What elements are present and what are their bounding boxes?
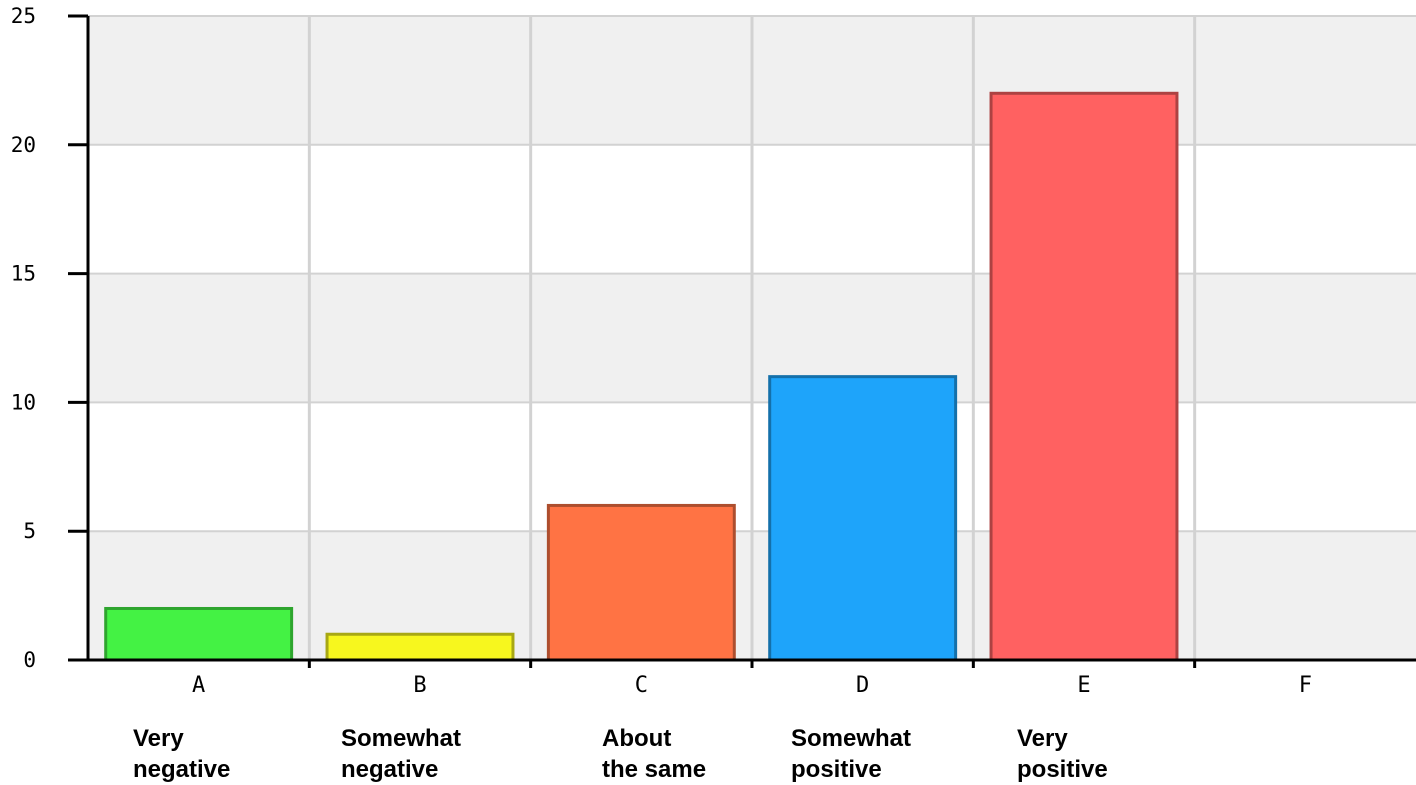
category-description-a: Very negative [133, 723, 230, 785]
category-description-line: Somewhat [791, 725, 912, 752]
category-description-line: Very [1017, 725, 1068, 752]
x-tick-label-e: E [1077, 673, 1090, 698]
y-tick-label: 0 [23, 648, 36, 672]
bar-e [989, 91, 1179, 662]
category-description-c: About the same [602, 723, 706, 785]
bar-b [325, 632, 515, 662]
x-tick-labels: A B C D E F [192, 673, 1312, 698]
y-tick-label: 20 [11, 133, 36, 157]
y-tick-label: 5 [23, 519, 36, 543]
y-tick-labels: 0 5 10 15 20 25 [11, 4, 36, 672]
category-description-line: About [602, 725, 672, 752]
bar-a [104, 606, 294, 662]
x-tick-label-a: A [192, 673, 205, 698]
axes [68, 14, 1416, 668]
x-tick-label-c: C [635, 673, 648, 698]
category-description-line: negative [133, 756, 231, 783]
x-tick-label-b: B [413, 673, 426, 698]
category-description-d: Somewhat positive [791, 723, 911, 785]
category-description-e: Very positive [1017, 723, 1108, 785]
category-description-line: Very [133, 725, 184, 752]
category-description-line: positive [791, 756, 882, 783]
bar-c [546, 503, 736, 662]
bar-d [768, 375, 958, 662]
y-tick-label: 10 [11, 390, 36, 414]
y-tick-label: 25 [11, 4, 36, 28]
category-description-line: positive [1017, 756, 1108, 783]
category-description-b: Somewhat negative [341, 723, 461, 785]
gridlines [88, 15, 1416, 660]
x-tick-label-d: D [856, 673, 869, 698]
category-description-line: the same [602, 756, 707, 783]
category-description-line: Somewhat [341, 725, 462, 752]
y-tick-label: 15 [11, 262, 36, 286]
category-description-line: negative [341, 756, 439, 783]
x-tick-label-f: F [1299, 673, 1312, 698]
